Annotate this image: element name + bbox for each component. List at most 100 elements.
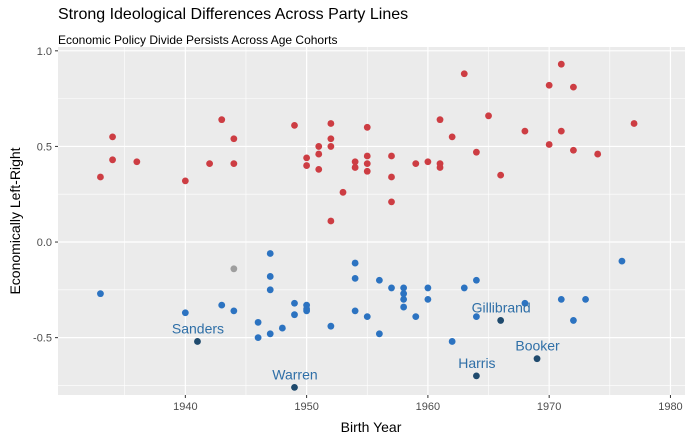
point-annotation: Booker — [515, 338, 560, 354]
data-point — [400, 284, 408, 292]
y-axis-title: Economically Left-Right — [7, 147, 23, 294]
data-point — [400, 303, 408, 311]
data-point — [497, 317, 505, 324]
annotations: Sanders Warren Harris Gillibrand Booker — [172, 299, 560, 382]
data-point — [545, 81, 553, 89]
data-point — [230, 135, 238, 143]
data-point — [424, 295, 432, 303]
data-point — [303, 162, 311, 169]
data-point — [194, 338, 201, 345]
data-point — [303, 154, 311, 162]
data-point — [218, 116, 226, 124]
data-point — [266, 286, 274, 294]
data-point — [109, 156, 116, 164]
data-point — [291, 383, 298, 391]
chart-subtitle: Economic Policy Divide Persists Across A… — [58, 33, 338, 47]
data-point — [351, 307, 359, 315]
data-points — [97, 60, 638, 391]
data-point — [473, 148, 480, 156]
data-point — [533, 355, 541, 363]
data-point — [473, 276, 480, 284]
data-point — [400, 290, 408, 298]
data-point — [266, 250, 274, 257]
data-point — [424, 284, 432, 292]
data-point — [557, 60, 565, 68]
data-point — [327, 135, 335, 143]
data-point — [109, 133, 116, 141]
data-point — [315, 143, 323, 150]
data-point — [363, 160, 371, 168]
data-point — [412, 160, 420, 168]
data-point — [460, 284, 468, 292]
y-tick-label: 0.5 — [37, 141, 52, 153]
data-point — [351, 259, 359, 267]
data-point — [497, 171, 505, 179]
data-point — [521, 299, 529, 307]
data-point — [448, 338, 456, 345]
x-axis-title: Birth Year — [341, 419, 402, 435]
data-point — [291, 121, 298, 129]
data-point — [230, 307, 238, 315]
data-point — [339, 188, 347, 196]
data-point — [448, 133, 456, 141]
data-point — [436, 164, 444, 171]
data-point — [388, 198, 395, 206]
data-point — [460, 70, 468, 78]
data-point — [473, 372, 480, 380]
data-point — [315, 165, 323, 173]
axis-ticks: 1940 1950 1960 1970 1980 -0.5 0.0 0.5 1.0 — [33, 46, 683, 413]
data-point — [351, 164, 359, 171]
data-point — [315, 150, 323, 158]
data-point — [266, 330, 274, 338]
data-point — [327, 143, 335, 150]
data-point — [545, 141, 553, 148]
data-point — [485, 112, 492, 120]
point-annotation: Gillibrand — [472, 299, 531, 315]
y-tick-label: -0.5 — [33, 333, 52, 345]
grid — [58, 47, 685, 395]
data-point — [388, 284, 395, 292]
data-point — [582, 295, 589, 303]
data-point — [97, 173, 104, 181]
data-point — [630, 120, 638, 127]
data-point — [291, 299, 298, 307]
data-point — [351, 158, 359, 166]
data-point — [594, 150, 602, 158]
data-point — [363, 167, 371, 175]
data-point — [327, 322, 335, 330]
x-tick-label: 1970 — [537, 401, 561, 413]
data-point — [557, 127, 565, 135]
data-point — [388, 152, 395, 160]
data-point — [254, 318, 262, 326]
data-point — [230, 265, 238, 273]
data-point — [133, 158, 141, 166]
x-tick-label: 1950 — [294, 401, 318, 413]
x-tick-label: 1940 — [173, 401, 197, 413]
y-tick-label: 0.0 — [37, 237, 52, 249]
data-point — [521, 127, 529, 135]
data-point — [375, 330, 383, 338]
data-point — [388, 173, 395, 181]
point-annotation: Harris — [458, 355, 495, 371]
data-point — [303, 307, 311, 315]
data-point — [570, 146, 577, 154]
data-point — [181, 177, 189, 185]
data-point — [400, 295, 408, 303]
data-point — [557, 295, 565, 303]
data-point — [206, 160, 213, 168]
data-point — [570, 317, 577, 324]
data-point — [424, 158, 432, 166]
y-tick-label: 1.0 — [37, 46, 52, 58]
data-point — [254, 334, 262, 342]
data-point — [473, 313, 480, 321]
data-point — [570, 83, 577, 91]
data-point — [327, 217, 335, 225]
x-tick-label: 1960 — [416, 401, 440, 413]
plot-panel — [58, 47, 685, 395]
data-point — [327, 120, 335, 127]
data-point — [363, 123, 371, 131]
data-point — [436, 116, 444, 124]
data-point — [412, 313, 420, 321]
data-point — [97, 290, 104, 298]
point-annotation: Sanders — [172, 320, 224, 336]
